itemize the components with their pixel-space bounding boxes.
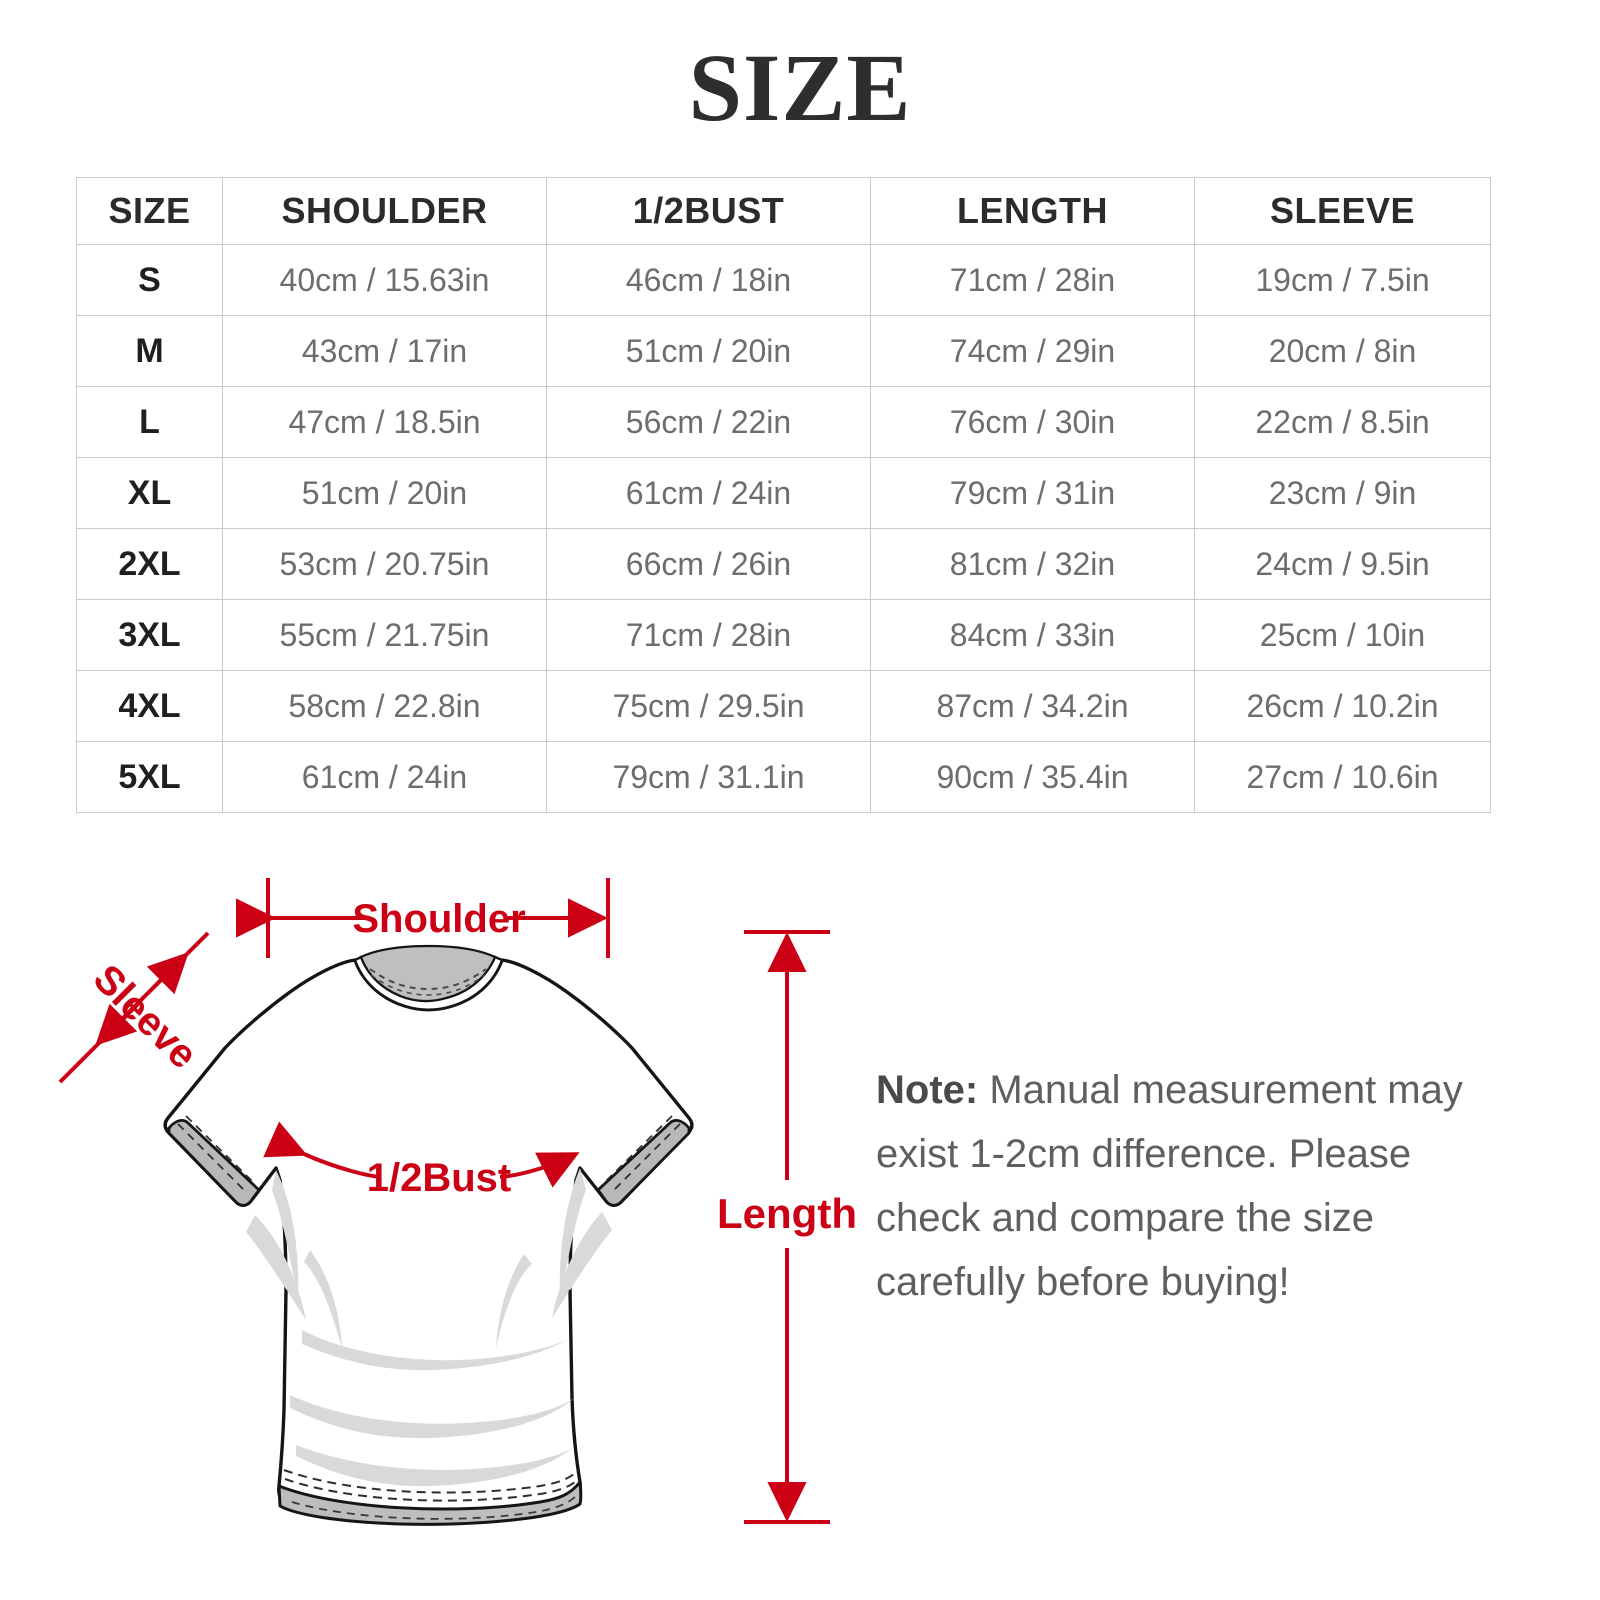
page-title: SIZE — [688, 34, 912, 141]
cell-length: 79cm / 31in — [870, 457, 1195, 529]
cell-length: 71cm / 28in — [870, 244, 1195, 316]
cell-size: L — [76, 386, 223, 458]
cell-size: 2XL — [76, 528, 223, 600]
cell-sleeve: 24cm / 9.5in — [1194, 528, 1491, 600]
cell-length: 90cm / 35.4in — [870, 741, 1195, 813]
table-row: 3XL 55cm / 21.75in 71cm / 28in 84cm / 33in 2… — [76, 599, 1491, 671]
cell-bust: 79cm / 31.1in — [546, 741, 871, 813]
bust-dimension: 1/2Bust — [263, 1121, 580, 1200]
cell-sleeve: 27cm / 10.6in — [1194, 741, 1491, 813]
table-header-row: SIZE SHOULDER 1/2BUST LENGTH SLEEVE — [76, 177, 1491, 245]
cell-sleeve: 20cm / 8in — [1194, 315, 1491, 387]
tshirt-measurement-diagram: Shoulder Sleeve 1/2Bust Length — [40, 850, 880, 1570]
cell-length: 81cm / 32in — [870, 528, 1195, 600]
column-header-bust: 1/2BUST — [546, 177, 871, 245]
table-row: 5XL 61cm / 24in 79cm / 31.1in 90cm / 35.4in… — [76, 741, 1491, 813]
column-header-shoulder: SHOULDER — [222, 177, 547, 245]
cell-bust: 51cm / 20in — [546, 315, 871, 387]
cell-shoulder: 53cm / 20.75in — [222, 528, 547, 600]
cell-length: 84cm / 33in — [870, 599, 1195, 671]
length-label: Length — [717, 1190, 857, 1237]
sleeve-label: Sleeve — [85, 956, 206, 1077]
cell-shoulder: 55cm / 21.75in — [222, 599, 547, 671]
cell-shoulder: 40cm / 15.63in — [222, 244, 547, 316]
shoulder-dimension: Shoulder — [236, 878, 610, 958]
cell-shoulder: 58cm / 22.8in — [222, 670, 547, 742]
cell-sleeve: 22cm / 8.5in — [1194, 386, 1491, 458]
cell-sleeve: 19cm / 7.5in — [1194, 244, 1491, 316]
column-header-size: SIZE — [76, 177, 223, 245]
length-dimension: Length — [717, 930, 857, 1524]
tshirt-illustration — [163, 944, 694, 1526]
column-header-sleeve: SLEEVE — [1194, 177, 1491, 245]
cell-bust: 75cm / 29.5in — [546, 670, 871, 742]
cell-length: 74cm / 29in — [870, 315, 1195, 387]
cell-size: S — [76, 244, 223, 316]
cell-sleeve: 26cm / 10.2in — [1194, 670, 1491, 742]
cell-sleeve: 23cm / 9in — [1194, 457, 1491, 529]
cell-size: 3XL — [76, 599, 223, 671]
cell-size: M — [76, 315, 223, 387]
cell-size: 4XL — [76, 670, 223, 742]
size-chart-table: SIZE SHOULDER 1/2BUST LENGTH SLEEVE S 40c… — [76, 177, 1491, 813]
cell-bust: 66cm / 26in — [546, 528, 871, 600]
cell-shoulder: 43cm / 17in — [222, 315, 547, 387]
table-row: 4XL 58cm / 22.8in 75cm / 29.5in 87cm / 34.2… — [76, 670, 1491, 742]
shoulder-label: Shoulder — [352, 897, 525, 941]
cell-size: 5XL — [76, 741, 223, 813]
bust-label: 1/2Bust — [367, 1156, 512, 1200]
cell-shoulder: 47cm / 18.5in — [222, 386, 547, 458]
table-row: XL 51cm / 20in 61cm / 24in 79cm / 31in 23cm … — [76, 457, 1491, 529]
cell-sleeve: 25cm / 10in — [1194, 599, 1491, 671]
sleeve-dimension: Sleeve — [58, 931, 210, 1084]
cell-bust: 46cm / 18in — [546, 244, 871, 316]
cell-size: XL — [76, 457, 223, 529]
cell-bust: 71cm / 28in — [546, 599, 871, 671]
table-row: S 40cm / 15.63in 46cm / 18in 71cm / 28in 19c… — [76, 244, 1491, 316]
cell-shoulder: 61cm / 24in — [222, 741, 547, 813]
note-text: Manual measurement may exist 1-2cm diffe… — [876, 1068, 1463, 1304]
cell-bust: 56cm / 22in — [546, 386, 871, 458]
note-label: Note: — [876, 1068, 979, 1112]
table-row: M 43cm / 17in 51cm / 20in 74cm / 29in 20cm /… — [76, 315, 1491, 387]
cell-shoulder: 51cm / 20in — [222, 457, 547, 529]
measurement-note: Note: Manual measurement may exist 1-2cm… — [876, 1058, 1516, 1314]
cell-length: 76cm / 30in — [870, 386, 1195, 458]
column-header-length: LENGTH — [870, 177, 1195, 245]
cell-bust: 61cm / 24in — [546, 457, 871, 529]
cell-length: 87cm / 34.2in — [870, 670, 1195, 742]
table-row: L 47cm / 18.5in 56cm / 22in 76cm / 30in 22cm… — [76, 386, 1491, 458]
table-row: 2XL 53cm / 20.75in 66cm / 26in 81cm / 32in 2… — [76, 528, 1491, 600]
